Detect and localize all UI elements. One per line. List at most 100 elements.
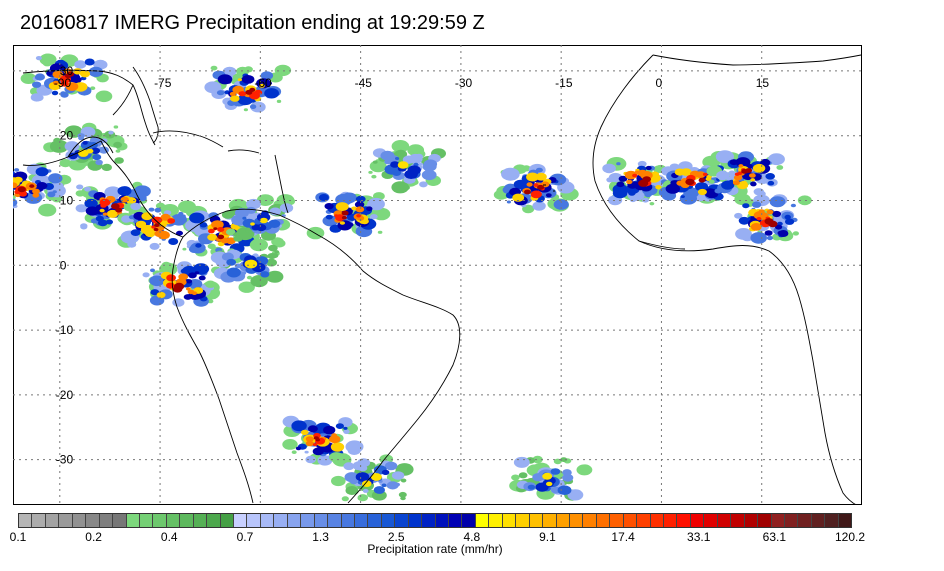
coastline-hispaniola bbox=[227, 149, 260, 154]
precip-cell bbox=[104, 186, 122, 199]
precip-cell bbox=[347, 222, 354, 227]
precip-cell bbox=[695, 171, 706, 179]
precip-cell bbox=[65, 82, 79, 91]
precip-cell bbox=[259, 217, 268, 224]
precip-cell bbox=[226, 228, 236, 236]
precip-cell bbox=[535, 482, 549, 492]
precip-cell bbox=[369, 160, 387, 173]
precip-cell bbox=[738, 216, 750, 225]
precip-cell bbox=[324, 203, 334, 210]
map-panel[interactable]: -90 -75 -60 -45 -30 -15 0 15 30 20 10 0 -10 -20 -30 bbox=[13, 45, 862, 505]
colorbar-swatch bbox=[502, 514, 517, 527]
precip-cell bbox=[347, 446, 361, 455]
precip-cell bbox=[60, 91, 67, 96]
precip-cell bbox=[244, 66, 253, 73]
colorbar-swatch bbox=[32, 514, 46, 527]
colorbar-swatch bbox=[610, 514, 624, 527]
colorbar-swatch bbox=[838, 514, 852, 527]
precip-cell bbox=[190, 242, 206, 254]
colorbar-label: Precipitation rate (mm/hr) bbox=[367, 542, 503, 556]
precip-cell bbox=[86, 148, 94, 154]
precip-cell bbox=[141, 212, 153, 221]
precip-cell bbox=[750, 178, 756, 182]
colorbar-swatch bbox=[731, 514, 745, 527]
precip-cell bbox=[567, 489, 584, 501]
precip-cell bbox=[191, 291, 197, 295]
colorbar-swatch bbox=[395, 514, 409, 527]
precip-cell bbox=[752, 163, 766, 173]
map-title: 20160817 IMERG Precipitation ending at 1… bbox=[20, 12, 485, 34]
colorbar-swatch bbox=[516, 514, 530, 527]
coastline-lesser-antilles bbox=[274, 154, 289, 214]
precipitation-map[interactable]: -90 -75 -60 -45 -30 -15 0 15 30 20 10 0 -10 -20 -30 bbox=[13, 45, 862, 505]
coastline-north-africa bbox=[652, 54, 862, 66]
colorbar-swatch bbox=[381, 514, 396, 527]
precip-cell bbox=[233, 235, 243, 242]
coastline-layer bbox=[22, 54, 862, 505]
colorbar-swatch bbox=[475, 514, 490, 527]
precip-cell bbox=[343, 462, 355, 471]
colorbar-swatch bbox=[368, 514, 382, 527]
precip-cell bbox=[750, 181, 757, 187]
precip-cell bbox=[753, 211, 766, 220]
precip-cell bbox=[702, 172, 708, 176]
precip-cell bbox=[377, 230, 383, 234]
precip-cell bbox=[167, 218, 176, 224]
precip-cell bbox=[160, 213, 171, 221]
precip-cell bbox=[117, 186, 132, 196]
longitude-labels: -90 -75 -60 -45 -30 -15 0 15 bbox=[54, 76, 770, 90]
precip-cell bbox=[207, 299, 214, 304]
precip-cell bbox=[14, 168, 20, 172]
precip-cell bbox=[260, 71, 274, 80]
precip-cell bbox=[29, 184, 35, 188]
precip-cell bbox=[99, 198, 111, 207]
colorbar-swatch bbox=[462, 514, 476, 527]
colorbar-tick-label: 0.2 bbox=[85, 530, 102, 544]
precip-cell bbox=[59, 159, 72, 168]
west-africa-coast-storms bbox=[493, 163, 579, 214]
colorbar-swatch bbox=[422, 514, 436, 527]
colorbar-swatch bbox=[260, 514, 275, 527]
precip-cell bbox=[221, 210, 235, 219]
precip-cell bbox=[42, 60, 52, 67]
precip-cell bbox=[728, 170, 736, 176]
precip-cell bbox=[785, 218, 795, 225]
precip-cell bbox=[685, 178, 695, 186]
gulf-of-mexico-storms bbox=[20, 53, 113, 103]
colorbar-swatch bbox=[677, 514, 691, 527]
colorbar-swatch bbox=[596, 514, 611, 527]
precip-cell bbox=[312, 443, 318, 447]
colorbar-swatch bbox=[193, 514, 208, 527]
precip-cell bbox=[106, 209, 119, 218]
precip-cell bbox=[738, 164, 744, 168]
latitude-label: 20 bbox=[60, 129, 74, 143]
precip-cell bbox=[697, 188, 707, 196]
precip-cell bbox=[49, 139, 69, 153]
precip-cell bbox=[733, 174, 743, 181]
mid-atlantic-cluster bbox=[368, 140, 446, 194]
precip-cell bbox=[532, 201, 546, 211]
latitude-label: 30 bbox=[60, 64, 74, 78]
precip-cell bbox=[343, 429, 350, 435]
precip-cell bbox=[335, 214, 345, 222]
colorbar-tick-label: 120.2 bbox=[834, 530, 866, 544]
uruguay-storms bbox=[329, 452, 414, 502]
precip-cell bbox=[217, 234, 225, 240]
precip-cell bbox=[716, 170, 730, 181]
precip-cell bbox=[53, 137, 61, 144]
amazon-central-storms bbox=[205, 238, 286, 293]
precip-cell bbox=[330, 442, 345, 452]
precip-cell bbox=[400, 478, 407, 483]
precip-cell bbox=[562, 473, 574, 482]
precip-cell bbox=[740, 180, 748, 186]
precip-cell bbox=[323, 425, 336, 435]
colorbar-swatch bbox=[798, 514, 812, 527]
precip-cell bbox=[267, 253, 277, 260]
precip-cell bbox=[178, 200, 196, 214]
precip-cell bbox=[313, 436, 319, 440]
precip-cell bbox=[282, 439, 298, 450]
precip-cell bbox=[185, 279, 193, 284]
precip-cell bbox=[52, 70, 64, 79]
precip-cell bbox=[82, 141, 88, 145]
precip-cell bbox=[13, 177, 19, 184]
